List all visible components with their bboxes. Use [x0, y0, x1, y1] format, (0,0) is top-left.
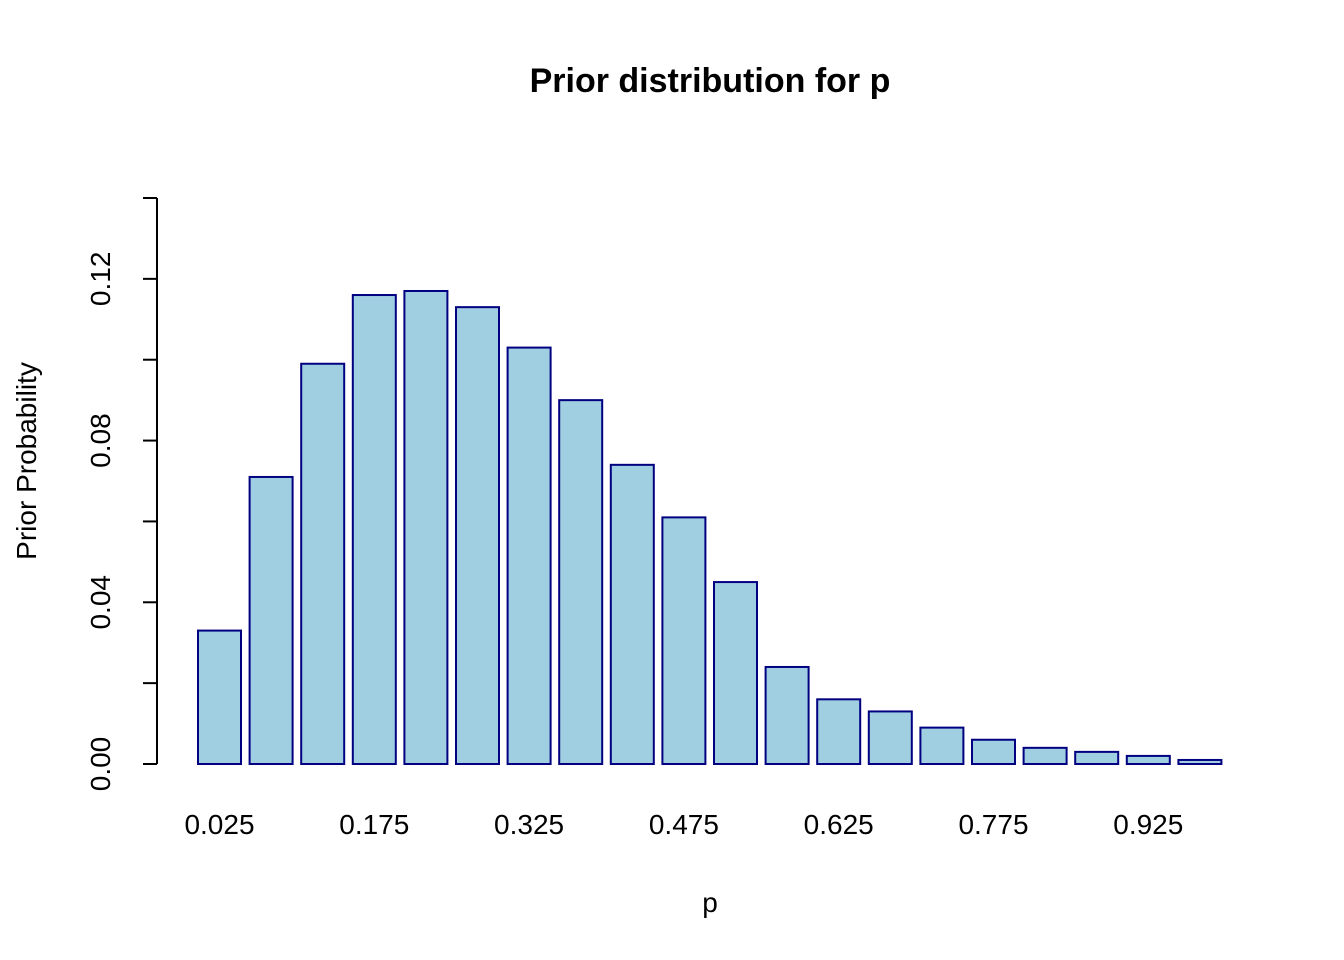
x-tick-label: 0.775 [958, 809, 1028, 840]
x-axis-tick-labels: 0.025 0.175 0.325 0.475 0.625 0.775 0.925 [184, 809, 1183, 840]
y-tick-label: 0.04 [85, 575, 116, 630]
bar-0.125 [300, 362, 346, 765]
y-tick-label: 0.08 [85, 413, 116, 468]
x-tick-label: 0.025 [184, 809, 254, 840]
bar-0.475 [661, 516, 707, 766]
bar-0.275 [455, 306, 500, 765]
x-tick-label: 0.325 [494, 809, 564, 840]
x-tick-label: 0.475 [649, 809, 719, 840]
bar-0.875 [1074, 750, 1120, 765]
bar-0.975 [1177, 758, 1223, 766]
bar-0.925 [1125, 754, 1171, 766]
bar-0.775 [971, 738, 1016, 766]
bar-0.675 [867, 710, 913, 766]
bar-0.575 [764, 665, 810, 766]
y-axis-ticks: 0.00 0.04 0.08 0.12 [85, 197, 157, 792]
bar-0.325 [506, 346, 552, 765]
x-tick-label: 0.625 [804, 809, 874, 840]
x-tick-label: 0.925 [1113, 809, 1183, 840]
y-axis-label: Prior Probability [11, 362, 42, 560]
chart-title: Prior distribution for p [530, 62, 891, 100]
y-tick-label: 0.00 [85, 737, 116, 792]
bars-group [197, 289, 1223, 766]
bar-0.075 [248, 475, 294, 765]
bar-0.225 [403, 289, 449, 765]
y-tick-label: 0.12 [85, 252, 116, 307]
bar-0.025 [197, 629, 242, 765]
bar-0.375 [558, 399, 604, 765]
bar-0.525 [713, 581, 758, 765]
bar-0.175 [351, 294, 397, 765]
x-tick-label: 0.175 [339, 809, 409, 840]
x-axis-label: p [702, 887, 718, 918]
bar-0.825 [1022, 746, 1068, 765]
bar-0.625 [816, 698, 862, 765]
bar-0.725 [919, 726, 965, 765]
bar-0.425 [609, 463, 655, 765]
